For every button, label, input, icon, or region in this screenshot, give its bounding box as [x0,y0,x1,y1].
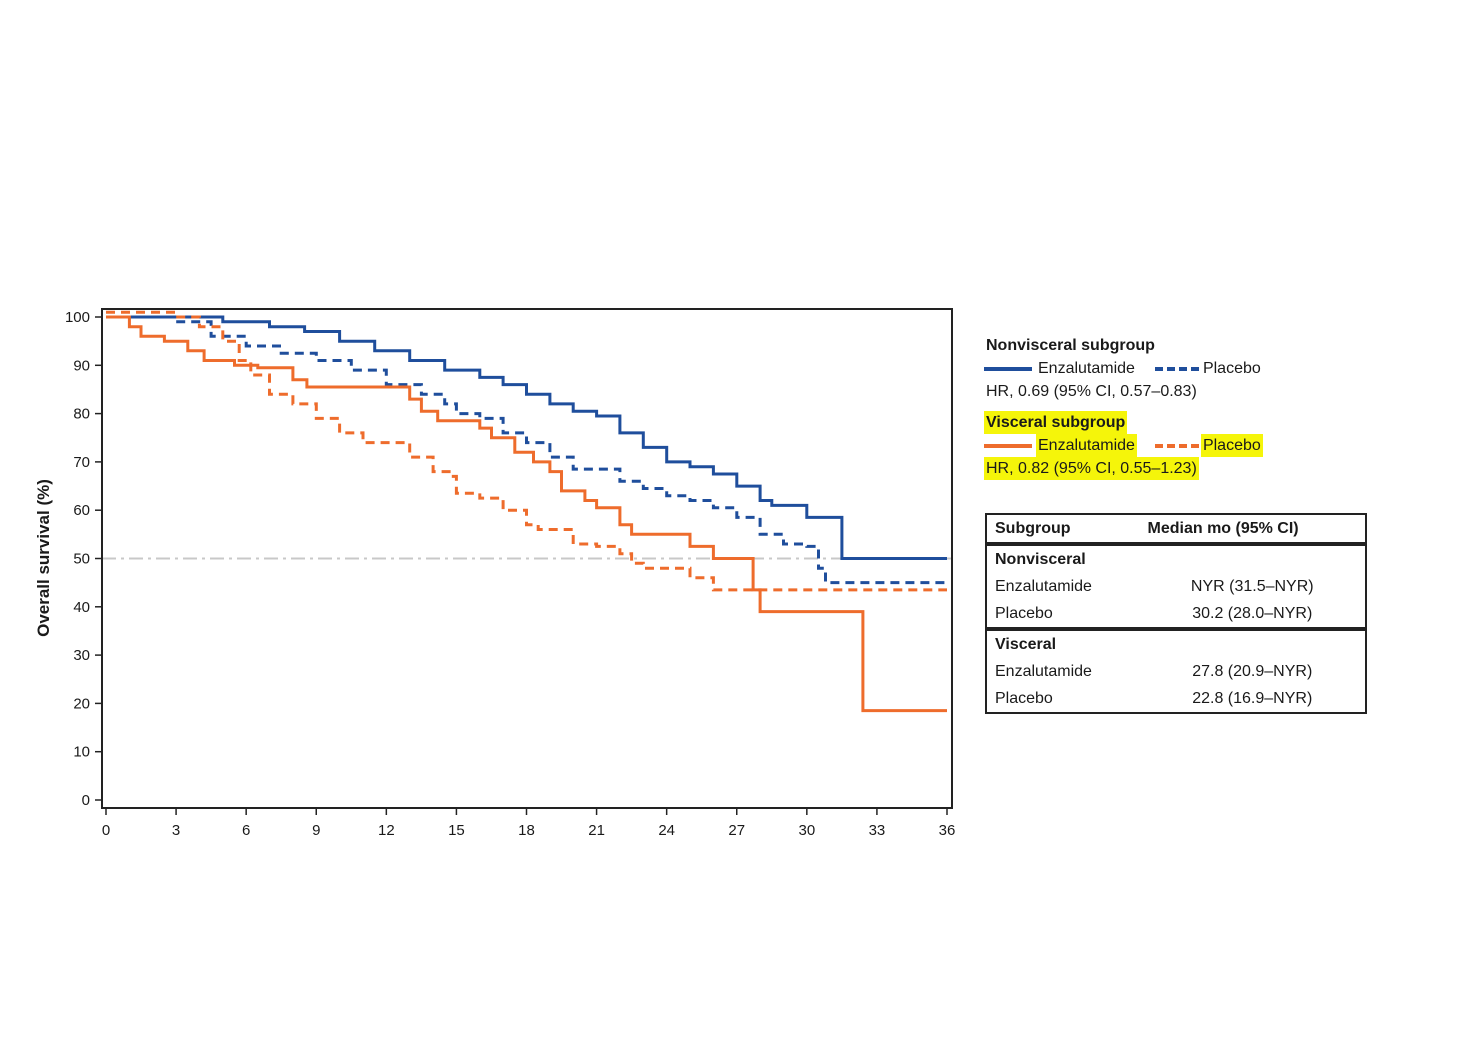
table-cell-arm: Enzalutamide [995,662,1092,680]
table-row: Placebo 30.2 (28.0–NYR) [986,600,1366,629]
median-survival-table: Subgroup Median mo (95% CI) Nonvisceral … [985,513,1367,714]
table-section-label: Nonvisceral [995,550,1086,568]
x-tick-label: 30 [798,822,815,839]
table-header-cell: Median mo (95% CI) [1139,514,1366,546]
x-tick-label: 12 [378,822,395,839]
y-tick-label: 70 [73,454,90,471]
table-header-cell: Subgroup [986,514,1140,546]
y-tick-label: 40 [73,599,90,616]
x-tick-label: 6 [242,822,250,839]
y-tick-label: 80 [73,406,90,423]
series-layer [106,310,947,713]
series-line-visceral-enzalutamide [106,315,947,713]
legend-item-row: Enzalutamide Placebo [984,434,1324,457]
legend-group-title: Visceral subgroup [984,411,1128,434]
y-tick-label: 0 [82,792,90,809]
y-axis-label: Overall survival (%) [34,479,53,637]
series-line-visceral-placebo [106,310,947,592]
x-tick-label: 18 [518,822,535,839]
table-section-row: Visceral [986,627,1366,658]
y-tick-label: 50 [73,551,90,568]
legend-group-nonvisceral: Nonvisceral subgroup Enzalutamide Placeb… [984,334,1324,403]
legend-hazard-ratio: HR, 0.69 (95% CI, 0.57–0.83) [986,383,1197,400]
x-tick-label: 9 [312,822,320,839]
legend-hazard-ratio: HR, 0.82 (95% CI, 0.55–1.23) [984,457,1199,480]
series-line-nonvisceral-placebo [106,315,947,585]
y-tick-label: 20 [73,695,90,712]
table-cell-median: 22.8 (16.9–NYR) [1192,689,1313,707]
y-tick-label: 10 [73,744,90,761]
x-tick-label: 36 [939,822,956,839]
legend-item-label: Placebo [1200,434,1263,457]
legend-swatch-solid [984,443,1032,448]
series-line-nonvisceral-enzalutamide [106,315,947,560]
legend-swatch-solid [984,366,1032,371]
x-tick-label: 27 [728,822,745,839]
table-cell-median: NYR (31.5–NYR) [1190,577,1314,595]
y-tick-label: 100 [65,309,90,326]
y-tick-label: 60 [73,502,90,519]
legend-group-title: Nonvisceral subgroup [986,337,1155,354]
table-section-row: Nonvisceral [986,544,1366,573]
y-tick-label: 30 [73,647,90,664]
table-section-label: Visceral [986,627,1366,658]
legend-item-label: Enzalutamide [1038,360,1135,377]
table-header-row: Subgroup Median mo (95% CI) [986,514,1366,546]
table-row: Enzalutamide NYR (31.5–NYR) [986,573,1366,600]
legend-swatch-dashed [1154,366,1199,371]
legend-group-visceral: Visceral subgroup Enzalutamide Placebo H… [984,411,1324,480]
table-cell-median: 27.8 (20.9–NYR) [1192,662,1313,680]
legend-item-row: Enzalutamide Placebo [984,357,1324,380]
legend: Nonvisceral subgroup Enzalutamide Placeb… [984,334,1324,480]
x-tick-label: 3 [172,822,180,839]
table-cell-arm: Placebo [995,689,1053,707]
legend-item-label: Placebo [1202,360,1261,377]
table-cell-median: 30.2 (28.0–NYR) [1192,604,1313,622]
table-cell-arm: Placebo [995,604,1053,622]
x-tick-label: 21 [588,822,605,839]
table-row: Placebo 22.8 (16.9–NYR) [986,685,1366,713]
table-cell-arm: Enzalutamide [995,577,1092,595]
y-tick-label: 90 [73,357,90,374]
x-tick-label: 33 [869,822,886,839]
legend-item-label: Enzalutamide [1036,434,1137,457]
x-tick-label: 24 [658,822,675,839]
legend-swatch-dashed [1154,443,1199,448]
x-tick-label: 15 [448,822,465,839]
x-tick-label: 0 [102,822,110,839]
table-row: Enzalutamide 27.8 (20.9–NYR) [986,658,1366,685]
